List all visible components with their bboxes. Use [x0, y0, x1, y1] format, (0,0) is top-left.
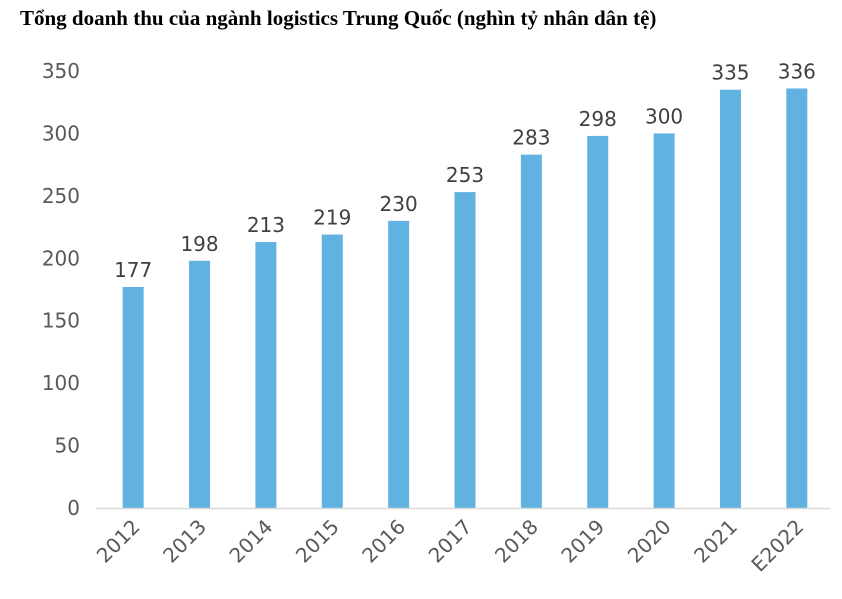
- bar: [388, 220, 410, 509]
- data-label: 298: [579, 107, 617, 131]
- bar-series: [122, 88, 808, 509]
- x-tick-label: 2019: [556, 515, 609, 568]
- bar: [587, 135, 609, 508]
- x-tick-label: 2021: [689, 515, 742, 568]
- data-label: 253: [446, 163, 484, 187]
- data-labels: 177 198 213 219 230 253 283 298 300 335 336: [114, 59, 816, 282]
- bar: [653, 133, 675, 508]
- data-label: 336: [778, 59, 816, 83]
- bar: [189, 260, 211, 508]
- x-tick-label: 2012: [92, 515, 145, 568]
- x-tick-label: 2018: [490, 515, 543, 568]
- data-label: 300: [645, 104, 683, 128]
- y-tick-label: 250: [42, 184, 80, 208]
- bar: [454, 192, 476, 508]
- x-axis-ticks: 2012 2013 2014 2015 2016 2017 2018 2019 2020 2021…: [92, 515, 809, 577]
- y-tick-label: 350: [42, 59, 80, 83]
- x-tick-label: 2020: [623, 515, 676, 568]
- bar: [786, 88, 808, 508]
- y-axis-ticks: 0 50 100 150 200 250 300 350: [42, 59, 80, 520]
- data-label: 283: [512, 126, 550, 150]
- bar: [122, 287, 144, 508]
- x-tick-label: 2015: [291, 515, 344, 568]
- data-label: 335: [711, 61, 749, 85]
- data-label: 230: [380, 192, 418, 216]
- x-tick-label: 2016: [357, 515, 410, 568]
- x-tick-label: 2013: [158, 515, 211, 568]
- bar: [520, 154, 542, 508]
- data-label: 198: [180, 232, 218, 256]
- chart-title: Tổng doanh thu của ngành logistics Trung…: [20, 6, 657, 30]
- y-tick-label: 100: [42, 371, 80, 395]
- bar: [255, 242, 277, 508]
- x-tick-label: 2017: [424, 515, 477, 568]
- y-tick-label: 50: [55, 434, 80, 458]
- data-label: 213: [247, 213, 285, 237]
- y-tick-label: 200: [42, 246, 80, 270]
- data-label: 177: [114, 258, 152, 282]
- y-tick-label: 300: [42, 121, 80, 145]
- x-tick-label: 2014: [224, 515, 277, 568]
- y-tick-label: 0: [67, 496, 80, 520]
- x-tick-label: E2022: [746, 515, 808, 577]
- bar: [321, 234, 343, 508]
- data-label: 219: [313, 206, 351, 230]
- bar: [719, 89, 741, 508]
- y-tick-label: 150: [42, 309, 80, 333]
